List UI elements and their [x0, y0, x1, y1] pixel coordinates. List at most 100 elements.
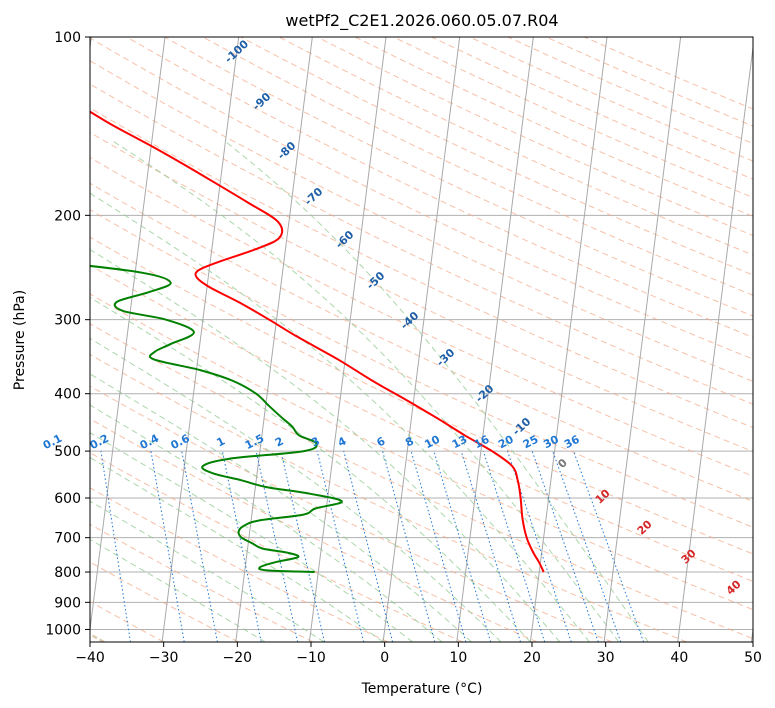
mixing-ratio-line: [531, 450, 599, 642]
dry-adiabat-line: [90, 323, 753, 640]
mixing-ratio-line: [316, 450, 365, 642]
mixing-ratio-label: 8: [403, 434, 416, 449]
isotherm-line: [382, 37, 461, 642]
dry-adiabat-line: [469, 37, 753, 162]
x-axis-label: Temperature (°C): [361, 681, 483, 697]
dry-adiabat-line: [90, 131, 753, 453]
mixing-ratio-line: [343, 450, 394, 642]
mixing-ratio-label: 13: [450, 433, 470, 452]
dry-adiabat-line: [90, 418, 538, 642]
isotherm-line: [456, 37, 534, 642]
y-tick-label: 900: [54, 595, 81, 611]
isotherm-label: -20: [473, 382, 497, 405]
mixing-ratio-label: 6: [375, 434, 388, 449]
dry-adiabats: [90, 37, 753, 642]
x-tick-label: −20: [223, 650, 253, 666]
mixing-ratio-line: [482, 450, 546, 642]
mixing-ratio-labels: 0.1 0.2 0.4 0.6 1 1.5 2 3 4 6 8 10 13 16 20 25 30 36: [41, 432, 582, 453]
isotherm-line: [308, 37, 387, 642]
y-axis-ticks: 100 200 300 400 500 600 700 800 900 1000: [45, 30, 90, 638]
isotherm-label: -30: [434, 346, 458, 369]
temperature-profile-line: [90, 110, 545, 573]
dry-adiabat-line: [90, 37, 753, 360]
mixing-ratio-line: [181, 451, 218, 642]
isotherm-label: -90: [250, 90, 274, 113]
moist-adiabat-line: [90, 500, 325, 642]
mixing-ratio-label: 1.5: [243, 432, 266, 452]
dry-adiabat-line: [90, 385, 613, 642]
mixing-ratio-line: [433, 450, 492, 642]
moist-adiabat-line: [90, 248, 561, 642]
y-tick-label: 1000: [45, 622, 81, 638]
mixing-ratio-line: [221, 451, 262, 642]
mixing-ratio-line: [382, 450, 436, 642]
dry-adiabat-line: [90, 182, 753, 502]
isotherm-label: -60: [333, 228, 357, 251]
plot-frame: [89, 36, 754, 643]
mixing-ratio-line: [410, 450, 467, 642]
mixing-ratio-label: 30: [541, 433, 561, 452]
sounding-series: [90, 110, 545, 573]
dry-adiabat-line: [90, 487, 389, 642]
mixing-ratio-line: [150, 451, 185, 642]
x-tick-label: −40: [75, 650, 105, 666]
dry-adiabat-line: [90, 157, 753, 477]
isotherm-label: -100: [222, 37, 251, 66]
mixing-ratio-label: 0.4: [138, 432, 162, 453]
mixing-ratio-label: 4: [336, 434, 349, 449]
mixing-ratio-label: 3: [309, 434, 322, 449]
dry-adiabat-line: [90, 523, 314, 642]
mixing-ratio-line: [552, 450, 622, 642]
moist-adiabat-line: [90, 538, 266, 642]
dry-adiabat-line: [90, 293, 753, 611]
mixing-ratio-label: 16: [472, 433, 492, 452]
mixing-ratio-label: 25: [521, 433, 541, 452]
isotherm-line: [161, 37, 240, 642]
dry-adiabat-line: [90, 452, 463, 642]
dry-adiabat-line: [545, 37, 753, 127]
dry-adiabat-line: [90, 561, 239, 642]
y-axis-label: Pressure (hPa): [12, 290, 28, 390]
x-tick-label: −10: [296, 650, 326, 666]
y-tick-label: 600: [54, 491, 81, 507]
mixing-ratio-line: [507, 450, 572, 642]
isotherms: [90, 37, 753, 642]
isotherm-line: [90, 37, 166, 634]
y-tick-label: 100: [54, 30, 81, 46]
moist-adiabat-line: [90, 373, 472, 642]
isotherm-label: -70: [302, 185, 326, 208]
dry-adiabat-line: [90, 236, 753, 555]
y-tick-label: 800: [54, 565, 81, 581]
mixing-ratio-label: 2: [273, 434, 286, 449]
mixing-ratio-line: [100, 451, 131, 642]
dry-adiabat-line: [431, 37, 753, 180]
isotherm-label: -40: [398, 309, 422, 332]
moist-adiabat-line: [90, 192, 590, 642]
dry-adiabat-line: [355, 37, 753, 217]
moist-adiabat-line: [90, 404, 443, 642]
dry-adiabat-line: [90, 353, 687, 642]
isotherm-line: [603, 37, 682, 642]
x-tick-label: 30: [597, 650, 615, 666]
chart-title: wetPf2_C2E1.2026.060.05.07.R04: [285, 11, 558, 31]
dry-adiabat-line: [90, 209, 753, 528]
mixing-ratio-label: 36: [562, 433, 582, 452]
x-tick-label: 0: [380, 650, 389, 666]
dewpoint-profile-line: [90, 264, 343, 573]
mixing-ratio-line: [460, 450, 522, 642]
x-tick-label: 20: [523, 650, 541, 666]
mixing-ratio-label: 10: [422, 433, 442, 452]
mixing-ratio-line: [280, 450, 325, 642]
y-tick-label: 400: [54, 387, 81, 403]
x-tick-label: 40: [670, 650, 688, 666]
isotherm-label: 30: [679, 546, 699, 566]
y-tick-label: 700: [54, 531, 81, 547]
pressure-gridlines: [90, 37, 753, 630]
mixing-ratio-label: 1: [214, 434, 227, 449]
moist-adiabat-line: [90, 296, 531, 642]
dry-adiabat-line: [90, 264, 753, 582]
mixing-ratio-lines: [100, 450, 645, 642]
moist-adiabat-line: [113, 140, 620, 642]
